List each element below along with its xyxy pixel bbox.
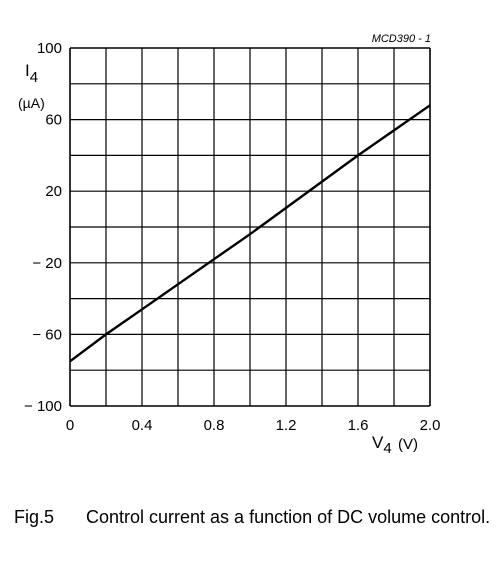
series-line xyxy=(69,104,431,363)
y-axis-unit: (µA) xyxy=(18,95,45,111)
x-tick-label: 0.4 xyxy=(132,417,153,434)
x-axis-unit: (V) xyxy=(398,436,418,453)
y-axis-label: I4 xyxy=(25,61,38,86)
x-axis-label-sub: 4 xyxy=(383,440,391,457)
figure-number: Fig.5 xyxy=(14,507,55,527)
y-tick-label: − 100 xyxy=(24,398,62,415)
figure-caption-text: Control current as a function of DC volu… xyxy=(86,507,491,527)
x-tick-label: 2.0 xyxy=(420,417,441,434)
figure-code: MCD390 - 1 xyxy=(372,33,431,45)
x-axis-label-main: V xyxy=(372,433,384,452)
y-tick-labels: 100 60 20 − 20 − 60 − 100 xyxy=(24,40,62,415)
y-tick-label: 100 xyxy=(37,40,62,57)
y-tick-label: 60 xyxy=(45,112,62,129)
y-tick-label: 20 xyxy=(45,183,62,200)
x-tick-label: 1.2 xyxy=(276,417,297,434)
x-tick-labels: 0 0.4 0.8 1.2 1.6 2.0 xyxy=(66,417,441,434)
x-tick-label: 0.8 xyxy=(204,417,225,434)
x-tick-label: 1.6 xyxy=(348,417,369,434)
y-axis-label-main: I xyxy=(25,61,30,80)
grid xyxy=(69,47,431,407)
y-tick-label: − 20 xyxy=(32,255,62,272)
x-tick-label: 0 xyxy=(66,417,74,434)
y-axis-label-sub: 4 xyxy=(30,69,38,86)
y-tick-label: − 60 xyxy=(32,326,62,343)
x-axis-label: V4 xyxy=(372,433,392,457)
